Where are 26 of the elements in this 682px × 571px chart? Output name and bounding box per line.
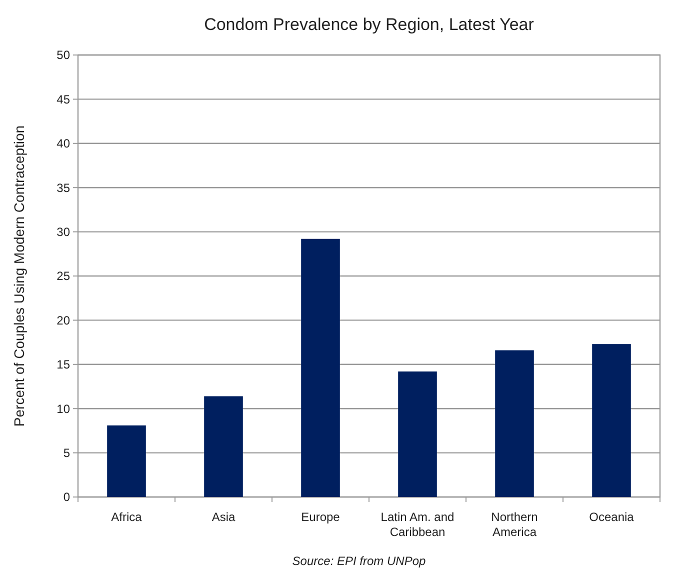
y-tick-label: 50 bbox=[56, 48, 70, 62]
source-note: Source: EPI from UNPop bbox=[292, 554, 426, 568]
x-tick-label: Asia bbox=[212, 510, 236, 524]
x-tick-label: Europe bbox=[301, 510, 340, 524]
y-tick-label: 15 bbox=[56, 358, 70, 372]
bar bbox=[592, 344, 631, 497]
y-tick-label: 40 bbox=[56, 136, 70, 151]
y-tick-label: 5 bbox=[63, 446, 70, 460]
y-tick-label: 45 bbox=[56, 92, 70, 106]
y-tick-label: 30 bbox=[56, 225, 70, 239]
bar bbox=[204, 396, 243, 497]
x-tick-label: Northern America bbox=[491, 510, 538, 539]
y-tick-label: 10 bbox=[56, 402, 70, 416]
chart-title: Condom Prevalence by Region, Latest Year bbox=[204, 15, 534, 34]
bar bbox=[495, 350, 534, 497]
y-tick-label: 35 bbox=[56, 180, 70, 195]
y-axis-title: Percent of Couples Using Modern Contraception bbox=[11, 125, 27, 427]
y-tick-label: 0 bbox=[63, 490, 70, 504]
y-tick-label: 25 bbox=[56, 269, 70, 284]
x-tick-label: Latin Am. and Caribbean bbox=[380, 510, 454, 539]
bar bbox=[107, 425, 146, 497]
y-tick-label: 20 bbox=[56, 313, 70, 328]
bar bbox=[398, 371, 437, 497]
bar bbox=[301, 238, 340, 497]
x-tick-label: Africa bbox=[111, 510, 142, 524]
x-tick-label: Oceania bbox=[589, 510, 634, 524]
